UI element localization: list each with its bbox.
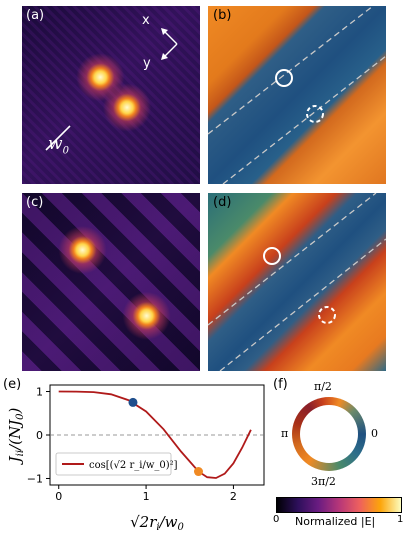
panel-a-label: (a) (26, 8, 45, 23)
x-tick-label: 1 (143, 490, 150, 503)
boundary-line (219, 238, 386, 371)
data-point-marker (193, 467, 203, 477)
panel-c-intensity-map: (c) (22, 193, 200, 371)
panel-c-label: (c) (26, 195, 44, 210)
phase-label-right: 0 (371, 427, 378, 440)
y-tick-label: 0 (36, 429, 43, 442)
legend: cos[(√2 r_i/w_0)²] (55, 452, 178, 476)
y-tick-label: 1 (36, 386, 43, 399)
boundary-line (208, 6, 374, 135)
colorbar-label: Normalized |E| (295, 515, 376, 528)
site-marker-dashed (318, 306, 336, 324)
panel-a-intensity-map: (a) x y w0 (22, 6, 200, 184)
legend-label: cos[(√2 r_i/w_0)²] (89, 460, 178, 471)
panel-d-label: (d) (213, 195, 232, 210)
data-point-marker (128, 397, 138, 407)
colorbar-min: 0 (273, 514, 280, 525)
x-tick-label: 0 (55, 490, 62, 503)
phase-label-bottom: 3π/2 (311, 475, 336, 488)
y-tick-label: −1 (27, 472, 43, 485)
scale-bar (45, 125, 71, 151)
x-tick-label: 2 (230, 490, 237, 503)
axis-x-label: x (142, 13, 150, 28)
site-marker-dashed (306, 105, 324, 123)
scale-bar-label: w0 (48, 134, 69, 157)
site-marker-solid (263, 247, 281, 265)
x-axis-label: √2ri/w0 (130, 513, 184, 533)
y-axis-label: Jii/(NJ0) (6, 408, 26, 466)
panel-b-label: (b) (213, 8, 232, 23)
boundary-line (222, 55, 386, 184)
colorbar: Normalized |E| (276, 497, 402, 528)
panel-d-phase-map: (d) (208, 193, 386, 371)
site-marker-solid (275, 69, 293, 87)
panel-f-label: (f) (273, 377, 288, 392)
panel-b-phase-map: (b) (208, 6, 386, 184)
boundary-line (208, 193, 377, 326)
panel-e-label: (e) (3, 377, 22, 392)
axis-y-label: y (143, 56, 151, 71)
axes-indicator (45, 28, 178, 151)
panel-e-line-chart: 0 1 2 1 0 −1 Jii/(NJ0) √2ri/w0 cos[(√2 r_i/w_… (6, 384, 265, 533)
phase-label-left: π (281, 427, 289, 440)
colorbar-max: 1 (397, 514, 404, 525)
phase-color-wheel (292, 397, 366, 471)
series-line (58, 390, 252, 479)
phase-label-top: π/2 (314, 380, 332, 393)
